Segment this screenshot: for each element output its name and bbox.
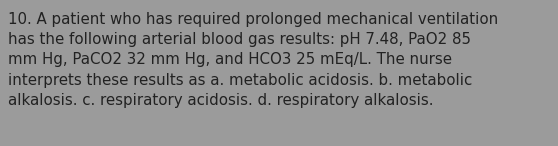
Text: 10. A patient who has required prolonged mechanical ventilation
has the followin: 10. A patient who has required prolonged… (8, 12, 498, 108)
